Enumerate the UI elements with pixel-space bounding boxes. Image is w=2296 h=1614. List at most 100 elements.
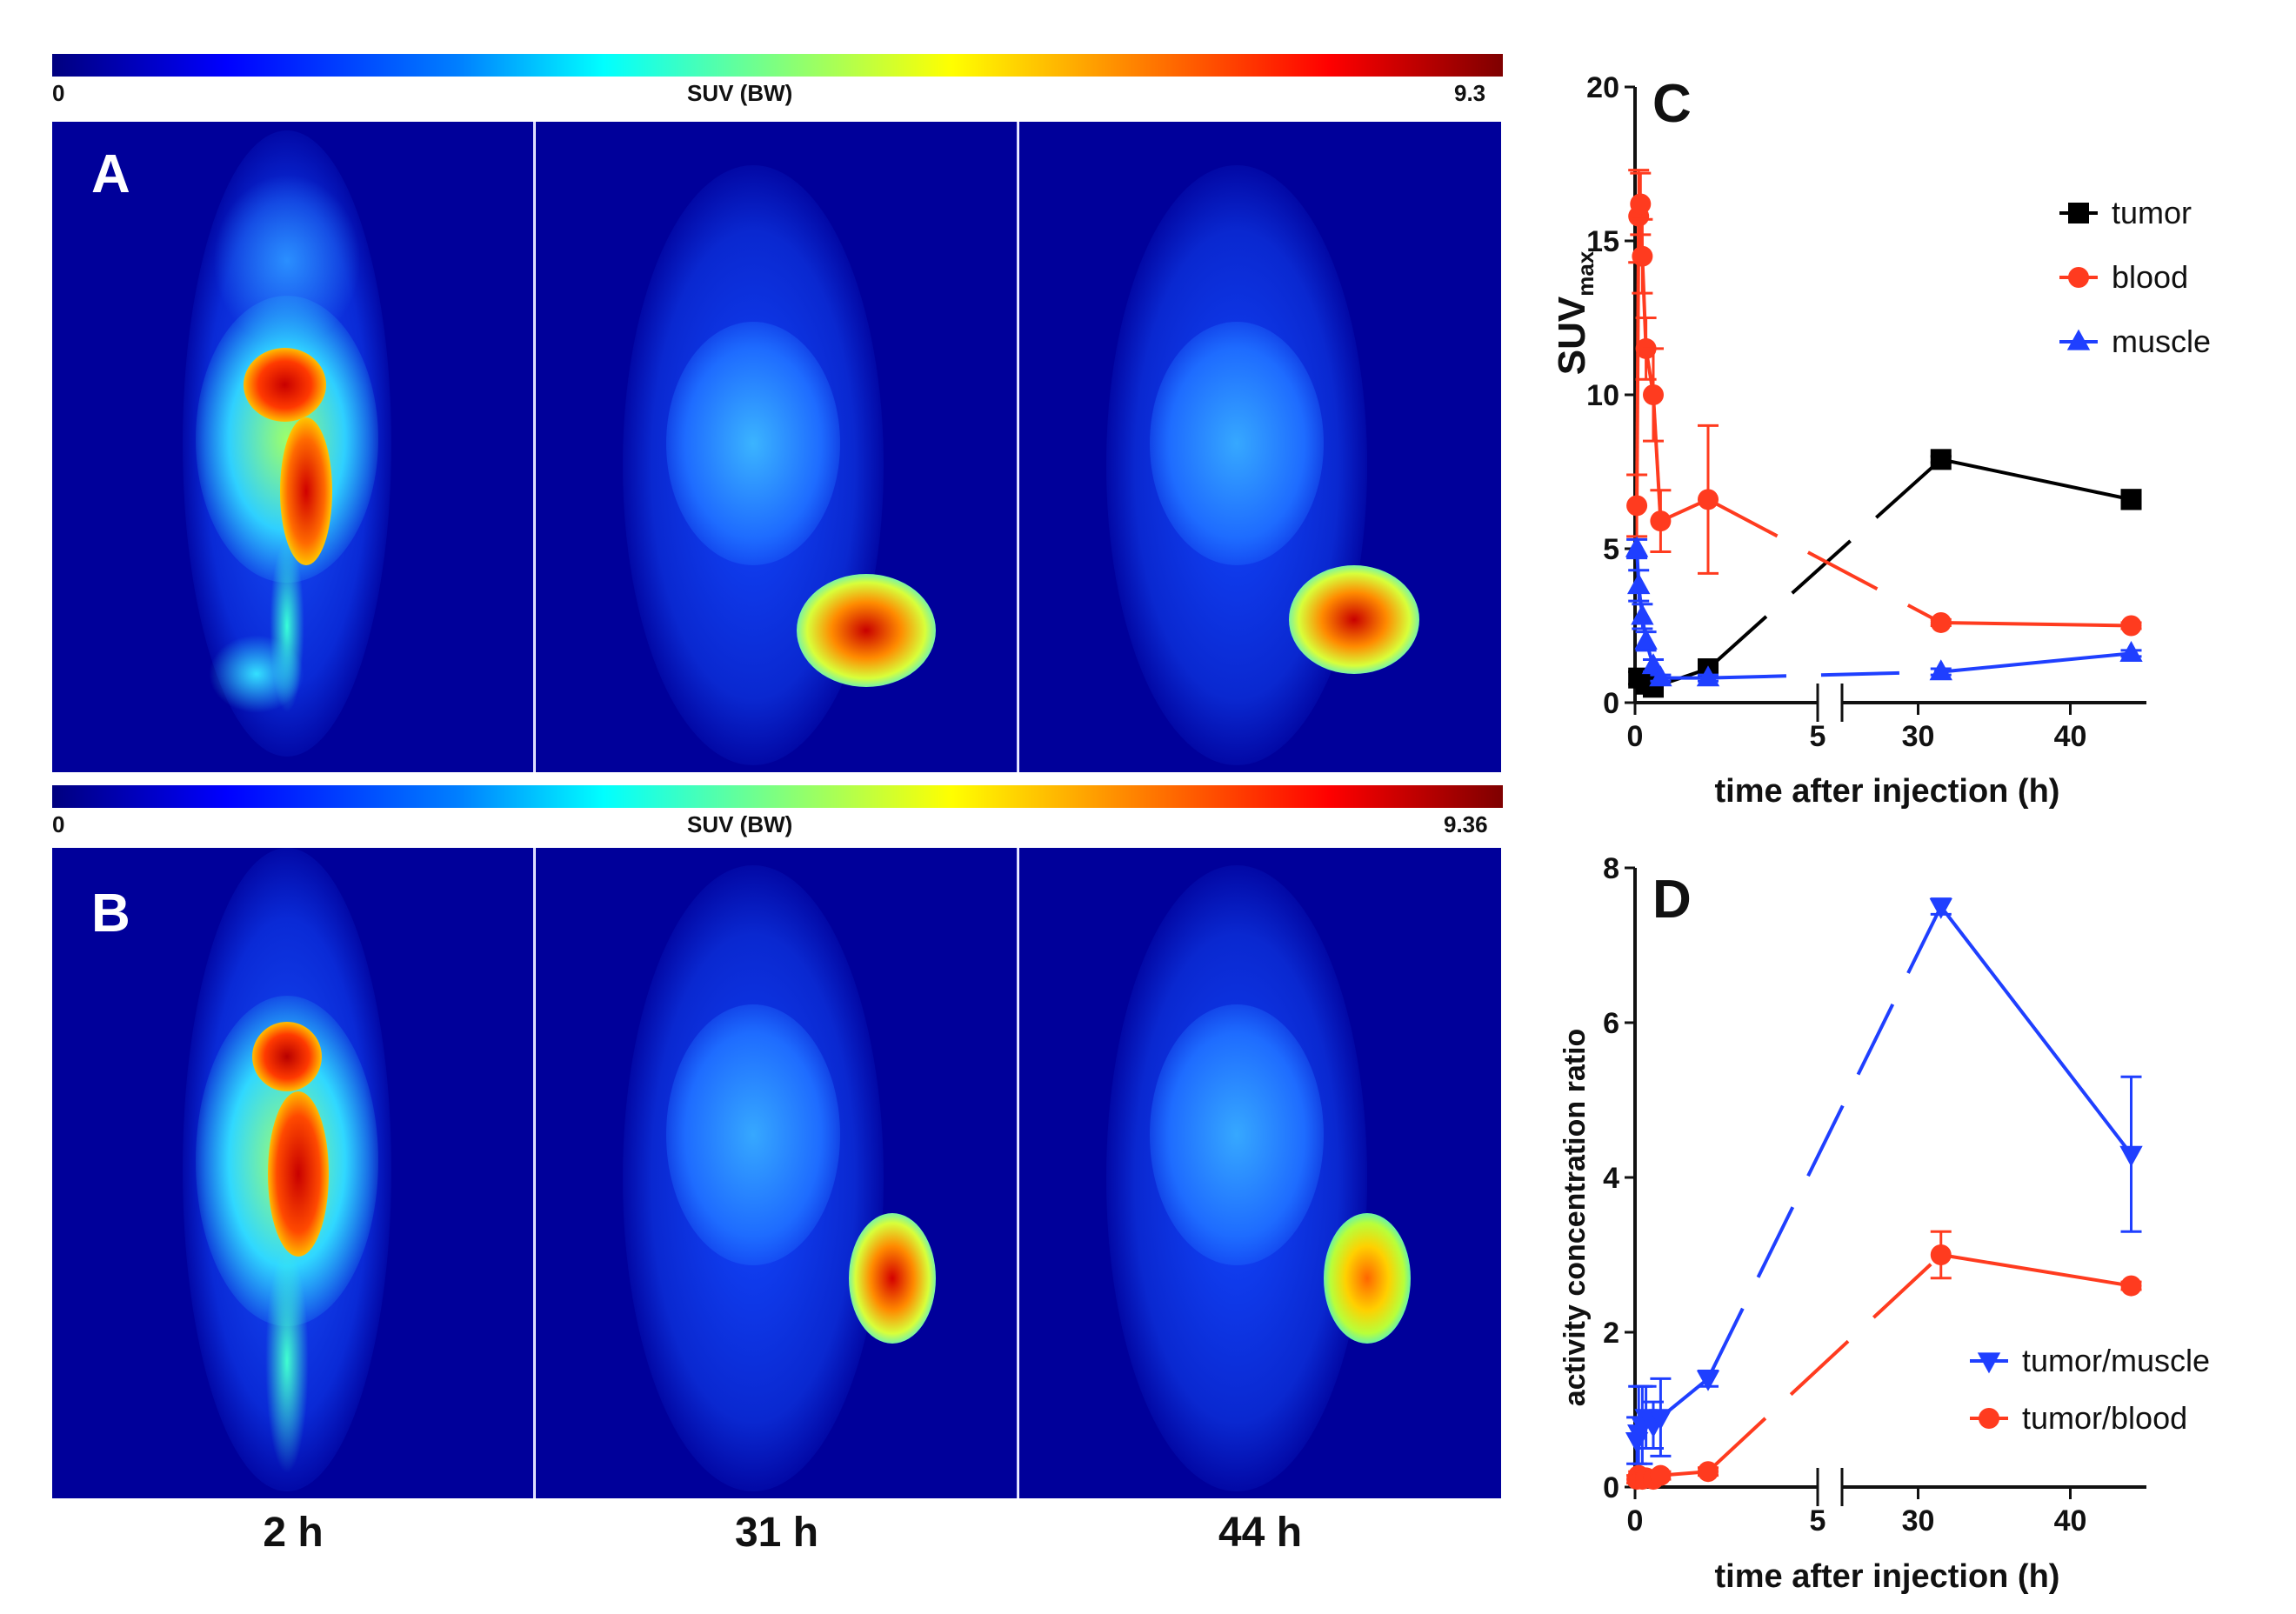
series-line-muscle [1707,670,1941,680]
colorbar-top-title: SUV (BW) [687,80,793,106]
pet-row-a: A [52,122,1503,772]
data-point-muscle [1631,604,1654,625]
data-point-tumor-muscle [1649,1409,1672,1431]
data-point-muscle [1649,665,1672,687]
data-point-blood [2120,615,2142,637]
chart-d: D 0 2 4 6 8 0 5 30 40 time after injection (h) a… [1558,852,2210,1595]
y-axis-label-c: SUVmax [1551,250,1599,375]
series-line-tumor [1706,457,1943,670]
y-axis-label-d: activity concentration ratio [1558,1029,1592,1407]
legend-entry-muscle: muscle [2112,323,2211,359]
data-point-muscle [1696,665,1720,687]
pet-divider [1017,848,1018,1498]
pet-image-b-2h [52,848,534,1498]
x-tick-label: 40 [2054,720,2087,753]
legend-marker-muscle [2066,329,2091,350]
pet-image-b-31h [536,848,1018,1498]
data-point-tumor-muscle [1929,897,1952,919]
y-tick-label: 6 [1603,1007,1619,1040]
colorbar-top [52,54,1503,77]
colorbar-top-max: 9.3 [1454,80,1486,106]
y-tick-label: 2 [1603,1317,1619,1350]
x-tick-label: 5 [1810,1504,1826,1537]
x-tick-label: 30 [1902,1504,1935,1537]
legend-marker-blood [2068,267,2089,288]
data-point-tumor [1930,449,1952,470]
time-label-31h: 31 h [734,1510,819,1556]
series-tumor-muscle [1625,897,2143,1481]
x-tick-label: 0 [1627,720,1644,753]
panel-label-c: C [1652,74,1692,134]
x-axis-label-d: time after injection (h) [1715,1558,2060,1595]
y-tick-label: 20 [1586,71,1619,104]
x-tick-label: 5 [1810,720,1826,753]
colorbar-bottom-min: 0 [52,811,65,837]
y-tick-label: 5 [1603,533,1619,566]
y-axis-label-c-sub: max [1572,250,1599,297]
series-line-tumor-muscle [1706,905,1943,1380]
colorbar-bottom [52,785,1503,808]
x-tick-label: 30 [1902,720,1935,753]
y-axis-label-c-main: SUV [1551,296,1593,375]
pet-image-b-44h [1019,848,1501,1498]
panel-label-d: D [1652,870,1692,930]
legend-entry-tumor-muscle: tumor/muscle [2022,1343,2210,1378]
data-point-blood [1930,611,1952,633]
series-tumor-blood [1626,1230,2142,1491]
colorbar-top-min: 0 [52,80,65,106]
data-point-blood [1626,495,1648,517]
panel-label-b: B [91,884,130,944]
data-point-muscle [2119,640,2143,662]
x-axis-label-c: time after injection (h) [1715,773,2060,810]
pet-divider [1017,122,1018,772]
y-tick-label: 0 [1603,687,1619,720]
time-label-2h: 2 h [263,1510,324,1556]
data-point-muscle [1627,573,1651,595]
legend-d: tumor/muscle tumor/blood [1970,1343,2210,1436]
data-point-tumor-muscle [1696,1370,1720,1391]
series-line-blood [1707,497,1942,624]
series-line-tumor [1940,457,2132,502]
y-tick-label: 0 [1603,1471,1619,1504]
pet-divider [533,848,535,1498]
legend-entry-blood: blood [2112,259,2188,295]
time-label-44h: 44 h [1218,1510,1303,1556]
data-point-tumor-blood [1698,1461,1719,1483]
series-blood [1626,169,2142,637]
data-point-tumor-muscle [2119,1145,2143,1167]
legend-c: tumor blood muscle [2059,195,2211,359]
legend-entry-tumor-blood: tumor/blood [2022,1400,2187,1436]
series-muscle [1625,536,2143,687]
pet-row-b: B [52,848,1503,1498]
panel-label-a: A [91,144,130,204]
data-point-muscle [1625,536,1649,557]
series-line-tumor-muscle [1939,905,2133,1156]
y-tick-label: 15 [1586,225,1619,258]
legend-marker-tumor-blood [1979,1408,1999,1429]
series-line-tumor-blood [1706,1253,1943,1473]
data-point-blood [1632,245,1653,267]
series-line-tumor-blood [1940,1253,2132,1288]
chart-c: C 0 5 10 15 20 0 5 30 40 time after injection (h… [1551,71,2211,810]
legend-entry-tumor: tumor [2112,195,2192,230]
data-point-muscle [1929,659,1952,681]
y-tick-label: 8 [1603,852,1619,885]
data-point-tumor-blood [1930,1244,1952,1265]
legend-marker-tumor-muscle [1977,1352,2001,1374]
data-point-blood [1650,510,1672,532]
x-tick-label: 40 [2054,1504,2087,1537]
y-tick-label: 10 [1586,379,1619,412]
data-point-blood [1698,489,1719,510]
x-tick-label: 0 [1627,1504,1644,1537]
pet-divider [533,122,535,772]
data-point-tumor [2120,489,2142,510]
pet-image-a-44h [1019,122,1501,772]
data-point-muscle [1634,628,1658,650]
data-point-tumor-blood [2120,1275,2142,1297]
data-point-blood [1630,193,1652,215]
pet-image-a-2h [52,122,534,772]
colorbar-bottom-title: SUV (BW) [687,811,793,837]
data-point-blood [1643,384,1664,405]
legend-marker-tumor [2068,203,2089,223]
data-point-tumor-blood [1650,1464,1672,1486]
